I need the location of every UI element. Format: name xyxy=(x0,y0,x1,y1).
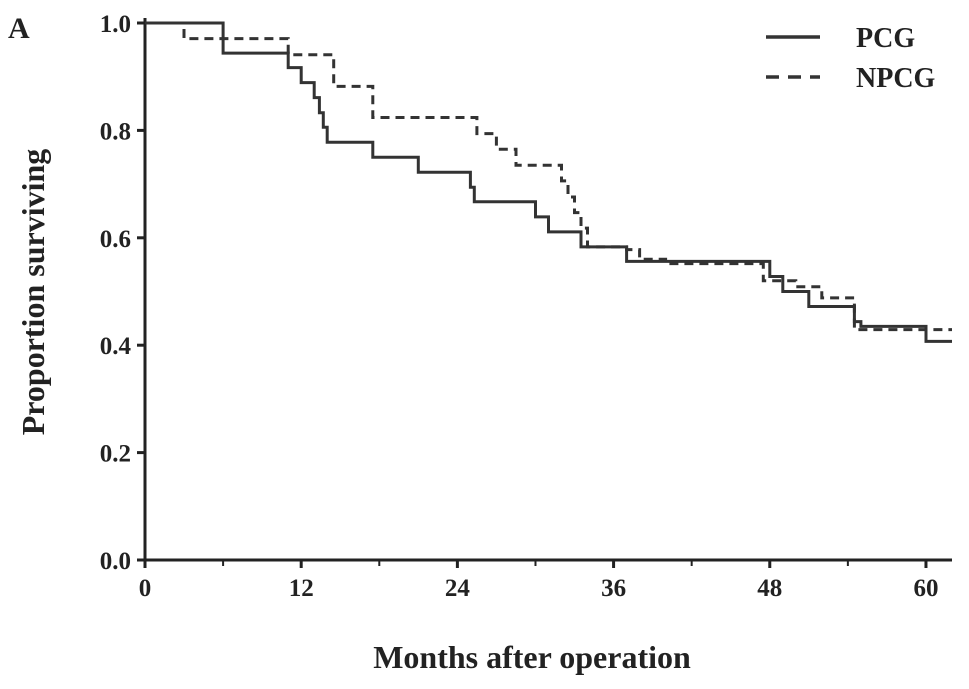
x-axis-ticks: 0 12 24 36 48 60 xyxy=(139,560,938,602)
x-tick-label: 12 xyxy=(289,575,314,602)
plot-area xyxy=(143,18,952,562)
x-tick-label: 24 xyxy=(445,575,471,602)
series-line-pcg xyxy=(145,21,952,343)
x-tick-label: 60 xyxy=(913,575,938,602)
x-axis-title: Months after operation xyxy=(373,639,691,675)
y-tick-label: 0.2 xyxy=(100,441,131,468)
y-axis-ticks: 0.0 0.2 0.4 0.6 0.8 1.0 xyxy=(100,11,145,575)
x-tick-label: 0 xyxy=(139,575,152,602)
legend-label-pcg: PCG xyxy=(856,23,915,54)
x-tick-label: 36 xyxy=(601,575,626,602)
y-tick-label: 0.4 xyxy=(100,333,132,360)
y-tick-label: 1.0 xyxy=(100,11,131,38)
y-tick-label: 0.0 xyxy=(100,548,131,575)
panel-label: A xyxy=(8,12,30,45)
legend-label-npcg: NPCG xyxy=(856,63,936,94)
legend: PCG NPCG xyxy=(766,23,936,94)
x-tick-label: 48 xyxy=(757,575,782,602)
y-tick-label: 0.8 xyxy=(100,118,131,145)
y-axis-title: Proportion surviving xyxy=(15,149,51,436)
y-tick-label: 0.6 xyxy=(100,226,131,253)
series-line-npcg xyxy=(145,21,952,332)
